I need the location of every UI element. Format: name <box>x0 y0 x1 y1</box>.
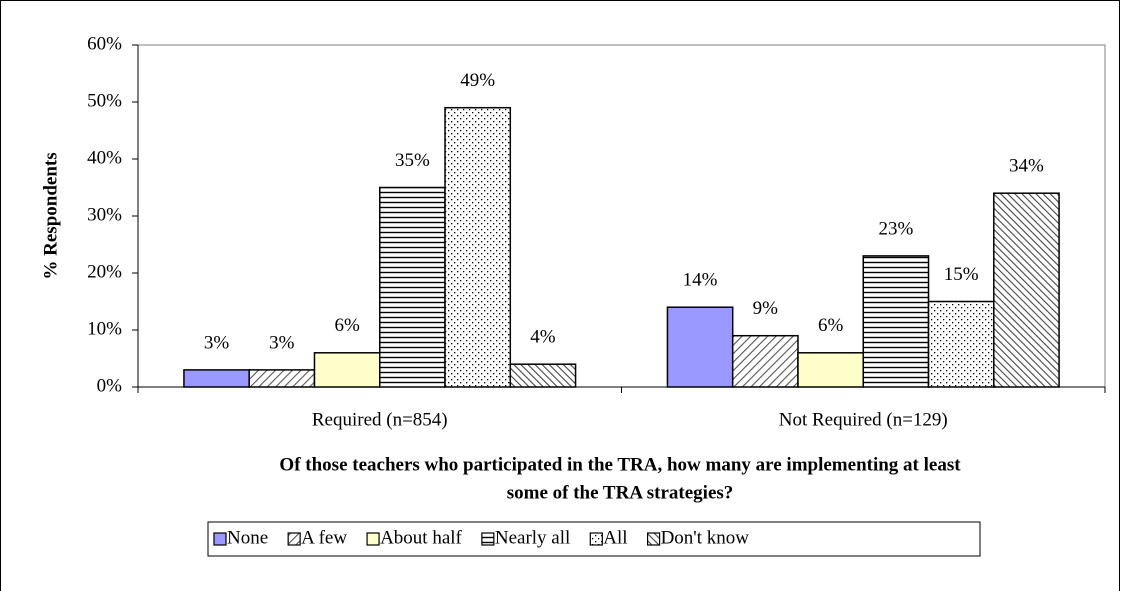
legend-label: Nearly all <box>495 527 570 548</box>
legend-swatch <box>481 532 495 546</box>
legend-label: A few <box>301 527 347 548</box>
data-label: 4% <box>530 327 556 348</box>
legend-label: None <box>227 527 268 548</box>
data-label: 35% <box>395 150 430 171</box>
x-axis-title: Of those teachers who participated in th… <box>279 454 961 475</box>
bar <box>797 352 864 388</box>
bar <box>379 186 446 388</box>
bar <box>444 106 512 388</box>
data-label: 3% <box>269 332 295 353</box>
legend-swatch <box>589 532 603 546</box>
x-axis-title: some of the TRA strategies? <box>507 482 734 503</box>
data-label: 49% <box>460 70 495 91</box>
bar <box>183 369 250 388</box>
legend-swatch <box>287 532 301 546</box>
bar <box>731 334 799 388</box>
data-label: 6% <box>818 315 844 336</box>
legend-label: About half <box>380 527 462 548</box>
legend-swatch <box>646 532 661 546</box>
legend-label: All <box>603 527 627 548</box>
bar <box>666 306 734 388</box>
bar <box>313 352 381 388</box>
y-tick-label: 20% <box>87 261 122 282</box>
data-label: 14% <box>683 270 718 291</box>
y-tick-label: 10% <box>87 318 122 339</box>
data-label: 34% <box>1009 156 1044 177</box>
y-tick-label: 0% <box>97 375 123 396</box>
bar <box>248 369 316 388</box>
y-axis-title: % Respondents <box>40 152 61 279</box>
bar <box>509 363 577 388</box>
bar <box>927 300 995 388</box>
data-label: 15% <box>944 264 979 285</box>
bar <box>862 255 930 388</box>
legend-swatch <box>213 532 227 546</box>
y-tick-label: 40% <box>87 147 122 168</box>
data-label: 6% <box>334 315 360 336</box>
data-label: 3% <box>204 332 230 353</box>
y-tick-label: 60% <box>87 33 122 54</box>
x-tick-label: Required (n=854) <box>312 409 448 430</box>
x-tick-label: Not Required (n=129) <box>779 409 948 430</box>
legend-label: Don't know <box>661 527 750 548</box>
y-tick-label: 30% <box>87 204 122 225</box>
y-tick-label: 50% <box>87 90 122 111</box>
bar <box>993 192 1060 388</box>
legend-swatch <box>366 532 380 546</box>
data-label: 23% <box>878 218 913 239</box>
data-label: 9% <box>753 298 779 319</box>
